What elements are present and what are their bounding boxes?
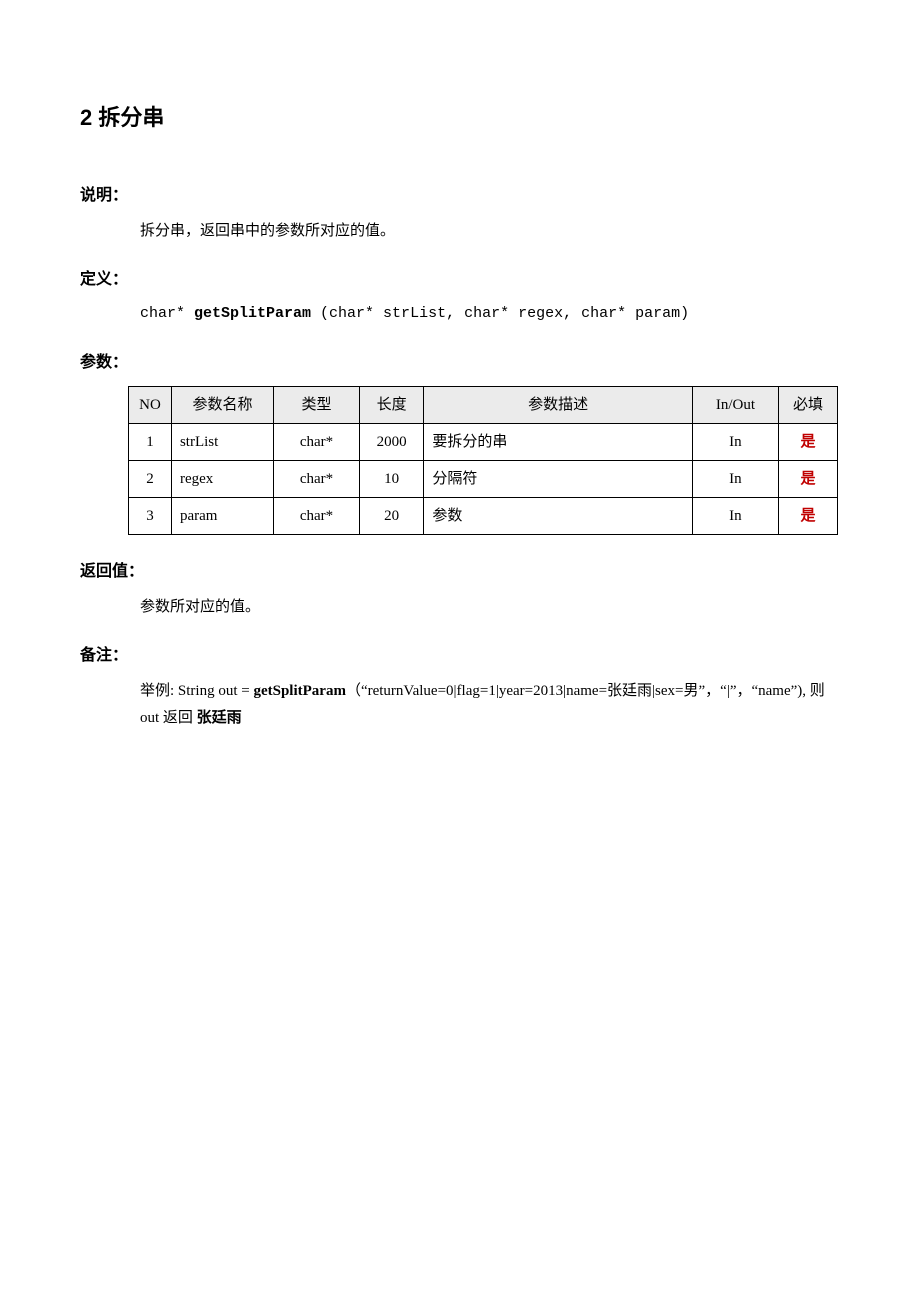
shuoming-text: 拆分串，返回串中的参数所对应的值。 — [140, 219, 840, 243]
cell-len: 2000 — [359, 423, 423, 460]
th-len: 长度 — [359, 386, 423, 423]
table-row: 1strListchar*2000要拆分的串In是 — [129, 423, 838, 460]
th-type: 类型 — [274, 386, 360, 423]
cell-type: char* — [274, 423, 360, 460]
cell-io: In — [692, 423, 778, 460]
cell-desc: 参数 — [424, 497, 693, 534]
beizhu-block: 举例: String out = getSplitParam（“returnVa… — [140, 678, 840, 732]
cell-io: In — [692, 460, 778, 497]
cell-len: 10 — [359, 460, 423, 497]
th-desc: 参数描述 — [424, 386, 693, 423]
cell-name: strList — [171, 423, 273, 460]
cell-no: 1 — [129, 423, 172, 460]
parameter-table: NO 参数名称 类型 长度 参数描述 In/Out 必填 1strListcha… — [128, 386, 838, 535]
table-row: 3paramchar*20参数In是 — [129, 497, 838, 534]
table-row: 2regexchar*10分隔符In是 — [129, 460, 838, 497]
cell-name: param — [171, 497, 273, 534]
cell-type: char* — [274, 460, 360, 497]
th-req: 必填 — [778, 386, 837, 423]
section-label-shuoming: 说明： — [80, 183, 840, 209]
cell-req: 是 — [778, 497, 837, 534]
section-label-canshu: 参数： — [80, 350, 840, 376]
section-label-beizhu: 备注： — [80, 643, 840, 669]
def-function-name: getSplitParam — [194, 305, 311, 322]
th-io: In/Out — [692, 386, 778, 423]
cell-type: char* — [274, 497, 360, 534]
page-heading: 2 拆分串 — [80, 100, 840, 135]
fanhuizhi-text: 参数所对应的值。 — [140, 595, 840, 619]
cell-desc: 分隔符 — [424, 460, 693, 497]
cell-no: 2 — [129, 460, 172, 497]
section-label-dingyi: 定义： — [80, 267, 840, 293]
section-label-fanhuizhi: 返回值： — [80, 559, 840, 585]
beizhu-prefix: 举例: String out = — [140, 683, 253, 699]
cell-io: In — [692, 497, 778, 534]
def-args: (char* strList, char* regex, char* param… — [311, 305, 689, 322]
definition-line: char* getSplitParam (char* strList, char… — [140, 302, 840, 326]
th-no: NO — [129, 386, 172, 423]
def-return-type: char* — [140, 305, 194, 322]
cell-req: 是 — [778, 423, 837, 460]
cell-len: 20 — [359, 497, 423, 534]
beizhu-fn: getSplitParam — [253, 683, 345, 699]
cell-req: 是 — [778, 460, 837, 497]
cell-no: 3 — [129, 497, 172, 534]
table-header-row: NO 参数名称 类型 长度 参数描述 In/Out 必填 — [129, 386, 838, 423]
beizhu-return-value: 张廷雨 — [197, 710, 242, 726]
th-name: 参数名称 — [171, 386, 273, 423]
cell-desc: 要拆分的串 — [424, 423, 693, 460]
cell-name: regex — [171, 460, 273, 497]
